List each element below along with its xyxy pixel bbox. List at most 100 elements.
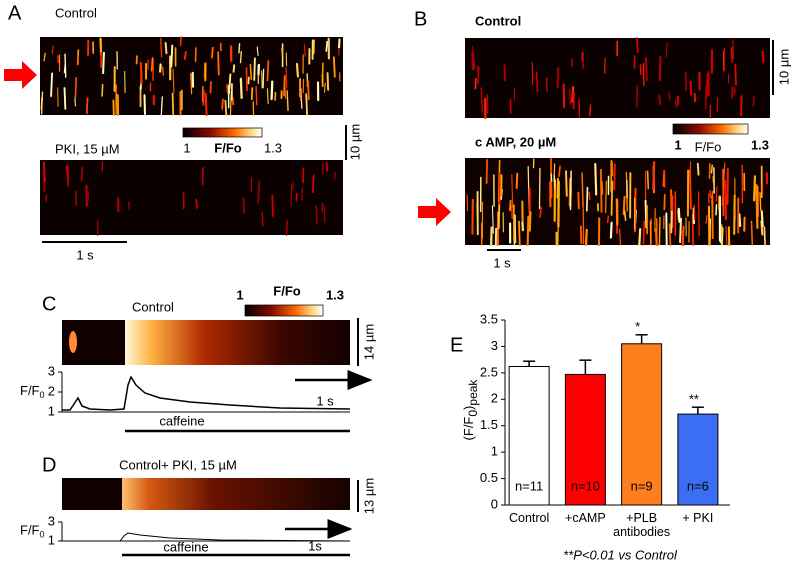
y-axis-label: F/F0 [20, 383, 45, 400]
image-label: PKI, 15 µM [55, 141, 120, 156]
colorbar [183, 128, 262, 137]
spark-streak [612, 181, 613, 214]
spark-streak [675, 101, 676, 107]
release-region [125, 320, 350, 365]
spark-streak [716, 187, 717, 201]
spark-streak [663, 174, 664, 186]
scale-label: 1 s [76, 247, 94, 262]
panel-label: C [42, 293, 56, 315]
arrow [4, 61, 37, 89]
spark-streak [262, 212, 263, 225]
spark-streak [306, 94, 307, 115]
spark-streak [241, 79, 242, 98]
spark-streak [334, 57, 335, 76]
spark-streak [313, 175, 314, 192]
spark-streak [578, 193, 579, 209]
spark-streak [739, 214, 740, 225]
spark-streak [726, 227, 727, 245]
spark-streak [589, 193, 590, 199]
footnote: **P<0.01 vs Control [563, 547, 678, 562]
colorbar-label: 1.3 [326, 287, 344, 302]
spark-streak [286, 68, 287, 88]
spark-streak [185, 52, 186, 59]
spark-streak [643, 221, 644, 245]
spark-streak [222, 99, 223, 108]
spark-streak [735, 65, 736, 85]
fluorescence-trace [62, 377, 350, 410]
spark-streak [595, 164, 596, 194]
colorbar-title: F/Fo [273, 283, 300, 298]
spark-streak [241, 52, 242, 63]
spark-streak [206, 94, 207, 115]
bar-annotation: n=11 [515, 478, 543, 493]
spark-streak [243, 199, 244, 212]
spark-streak [659, 95, 660, 104]
y-axis-label-part: 0 [40, 530, 45, 540]
spark-streak [335, 173, 336, 179]
caffeine-label: caffeine [159, 413, 204, 428]
spark-streak [173, 93, 174, 115]
spark-streak [540, 207, 541, 217]
panel-label: A [8, 2, 22, 24]
spark-streak [722, 195, 723, 205]
spark-streak [44, 163, 45, 181]
spark-streak [679, 209, 680, 222]
spark-streak [246, 68, 247, 91]
spark [69, 331, 77, 353]
spark-streak [272, 195, 273, 216]
spark-streak [608, 216, 609, 222]
colorbar-label: 1.3 [751, 137, 769, 152]
significance-mark: * [635, 319, 640, 334]
spark-streak [706, 216, 707, 223]
spark-streak [646, 201, 647, 228]
spark-streak [141, 63, 142, 83]
image-label: Control [132, 299, 174, 314]
spark-streak [653, 162, 654, 189]
y-tick-label: 3 [48, 363, 55, 378]
spark-streak [683, 227, 684, 245]
spark-streak [258, 181, 259, 202]
spark-streak [102, 85, 103, 96]
spark-streak [711, 165, 712, 173]
spark-streak [229, 74, 230, 88]
spark-streak [478, 67, 479, 84]
spark-streak [487, 160, 488, 183]
spark-streak [528, 217, 529, 245]
spark-streak [87, 98, 88, 113]
spark-streak [590, 105, 591, 116]
y-tick-label: 2.5 [480, 364, 498, 379]
spark-streak [267, 89, 268, 104]
spark-streak [698, 164, 699, 175]
bar-annotation: n=6 [687, 478, 709, 493]
spark-streak [267, 61, 268, 81]
bar-annotation: n=9 [631, 478, 653, 493]
caffeine-label: caffeine [163, 539, 208, 554]
scale-label: 1 s [493, 255, 511, 270]
image-label: Control [55, 5, 97, 20]
spark-streak [753, 97, 754, 106]
spark-streak [256, 87, 257, 105]
y-axis-label: (F/F0)peak [461, 379, 480, 441]
spark-streak [637, 86, 638, 107]
spark-streak [570, 89, 571, 104]
spark-streak [234, 65, 235, 72]
spark-streak [656, 229, 657, 245]
spark-streak [58, 56, 59, 63]
scale-label: 14 µm [361, 324, 376, 360]
y-tick-label: 3 [491, 338, 498, 353]
spark-streak [293, 182, 294, 190]
spark-streak [103, 53, 104, 73]
spark-streak [51, 73, 52, 96]
spark-streak [611, 223, 612, 238]
spark-streak [716, 205, 717, 215]
spark-streak [559, 166, 560, 176]
spark-streak [637, 38, 638, 52]
panel-label: D [42, 454, 56, 476]
y-tick-label: 1 [491, 444, 498, 459]
spark-streak [210, 82, 211, 93]
spark-streak [537, 72, 538, 91]
bar-annotation: n=10 [571, 478, 600, 493]
